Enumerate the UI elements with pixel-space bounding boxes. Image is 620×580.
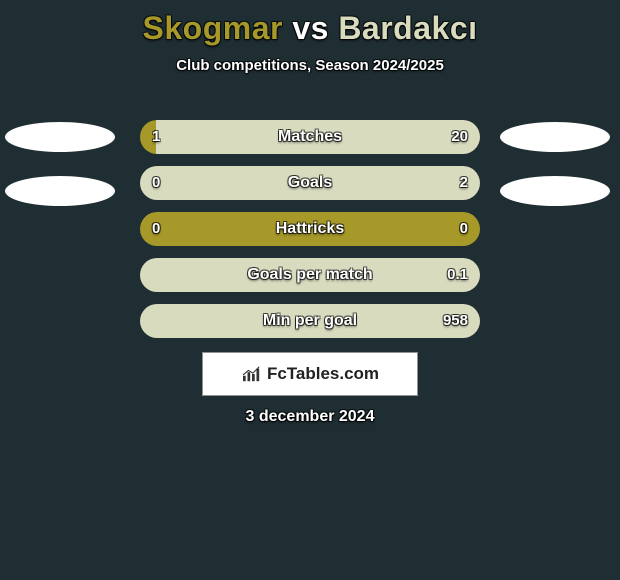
stat-row: 1Matches20 — [140, 120, 480, 154]
stats-rows: 1Matches200Goals20Hattricks0Goals per ma… — [140, 120, 480, 350]
vs-text: vs — [292, 10, 329, 46]
stat-row: Goals per match0.1 — [140, 258, 480, 292]
player2-badge — [500, 122, 610, 152]
player2-badge — [500, 176, 610, 206]
stat-right-value: 2 — [460, 166, 468, 200]
stat-metric-label: Matches — [140, 120, 480, 154]
player1-badge — [5, 122, 115, 152]
brand-text: FcTables.com — [267, 364, 379, 384]
stat-right-value: 0 — [460, 212, 468, 246]
footer-date: 3 december 2024 — [0, 408, 620, 426]
bar-chart-icon — [241, 365, 263, 383]
stat-row: Min per goal958 — [140, 304, 480, 338]
player1-badge — [5, 176, 115, 206]
stat-metric-label: Goals — [140, 166, 480, 200]
player2-name: Bardakcı — [338, 10, 477, 46]
comparison-card: Skogmar vs Bardakcı Club competitions, S… — [0, 0, 620, 580]
subtitle: Club competitions, Season 2024/2025 — [0, 57, 620, 74]
brand-badge[interactable]: FcTables.com — [202, 352, 418, 396]
stat-metric-label: Goals per match — [140, 258, 480, 292]
stat-right-value: 0.1 — [447, 258, 468, 292]
page-title: Skogmar vs Bardakcı — [0, 0, 620, 47]
stat-metric-label: Hattricks — [140, 212, 480, 246]
stat-row: 0Hattricks0 — [140, 212, 480, 246]
stat-right-value: 20 — [451, 120, 468, 154]
player1-name: Skogmar — [143, 10, 283, 46]
stat-row: 0Goals2 — [140, 166, 480, 200]
stat-metric-label: Min per goal — [140, 304, 480, 338]
stat-right-value: 958 — [443, 304, 468, 338]
